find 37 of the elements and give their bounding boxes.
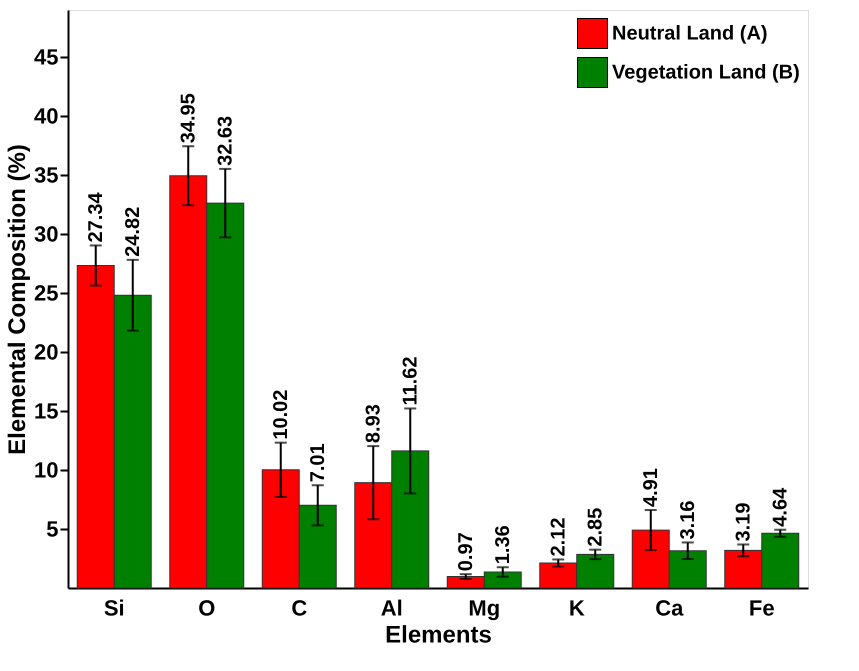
x-tick-label: Si [104,596,125,620]
y-tick-label: 25 [34,280,58,306]
y-tick-label: 40 [34,104,58,129]
data-label: 11.62 [399,356,422,406]
x-tick-label: Fe [748,596,775,620]
data-label: 2.12 [547,518,570,556]
y-tick-label: 45 [34,44,58,70]
data-label: 7.01 [306,443,329,482]
y-axis-title: Elemental Composition (%) [4,144,32,455]
x-tick-label: C [291,596,308,620]
legend-label: Neutral Land (A) [612,22,768,44]
data-label: 1.36 [492,525,514,564]
y-tick-label: 35 [34,162,58,188]
data-label: 32.63 [214,116,236,166]
data-label: 4.91 [640,468,662,508]
y-tick-label: 30 [34,222,58,247]
x-tick-label: K [568,596,585,620]
legend-label: Vegetation Land (B) [612,62,800,84]
data-label: 34.95 [177,93,200,144]
data-label: 4.64 [769,486,792,527]
data-label: 0.97 [454,532,477,572]
data-label: 3.16 [676,500,699,540]
x-tick-label: Ca [655,596,684,620]
x-tick-label: O [198,596,216,620]
data-label: 8.93 [362,404,384,444]
data-label: 27.34 [84,192,107,242]
x-axis-title: Elements [385,622,492,648]
data-label: 3.19 [732,502,754,542]
y-tick-label: 20 [34,340,58,365]
x-tick-label: Al [380,596,403,620]
data-label: 2.85 [584,508,606,547]
y-tick-label: 10 [34,458,58,483]
data-label: 10.02 [270,390,292,440]
y-tick-label: 5 [46,516,58,542]
x-tick-label: Mg [468,596,500,620]
y-tick-label: 15 [34,398,58,424]
data-label: 24.82 [122,206,144,257]
